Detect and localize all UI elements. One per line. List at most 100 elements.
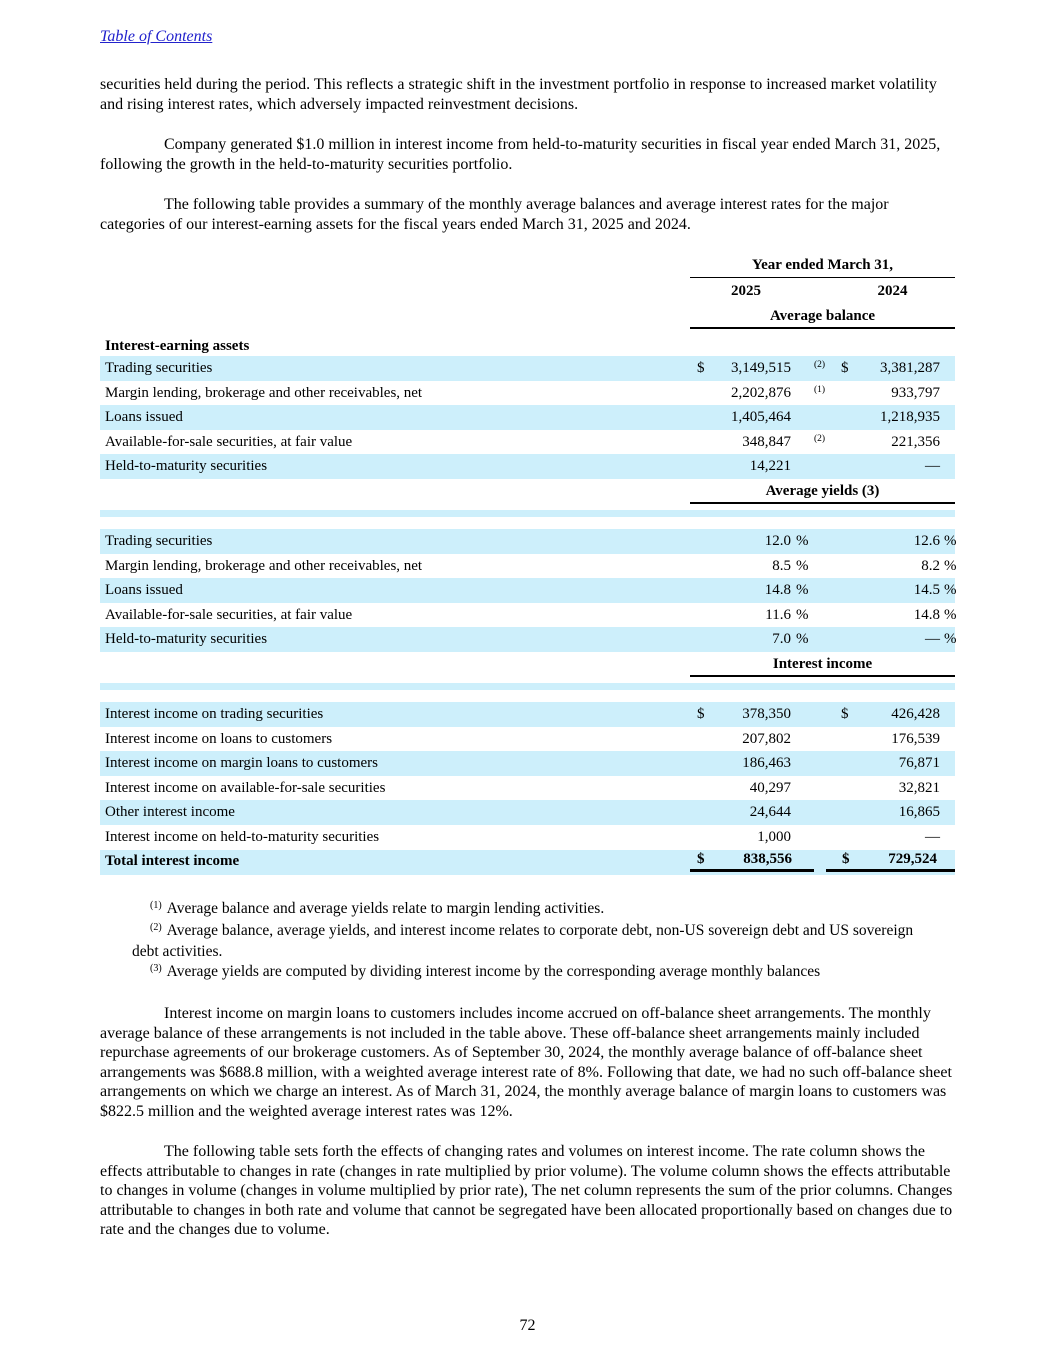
spacer [940,430,955,455]
table-of-contents-link[interactable]: Table of Contents [100,28,213,45]
percent-sign: % [944,631,957,648]
table-row: Interest income on loans to customers 20… [100,727,955,752]
footnote-ref: (1) [814,384,826,395]
table-row: Margin lending, brokerage and other rece… [100,554,957,579]
spacer [791,751,831,776]
table-row: Loans issued 1,405,464 1,218,935 [100,405,955,430]
table-span-header-row: Year ended March 31, [100,256,955,278]
total-value-2024: 729,524 [888,851,937,868]
spacer [940,381,955,406]
value-2025: 378,350 [742,705,791,722]
currency-symbol [831,776,847,801]
column-header-2025: 2025 [731,283,761,299]
yield-2024: 14.8 [913,606,940,623]
spacer [690,627,706,652]
footnote-1: (1) Average balance and average yields re… [132,899,942,921]
value-2024: — [925,458,940,475]
row-label: Margin lending, brokerage and other rece… [105,557,423,574]
paragraph-off-balance-sheet: Interest income on margin loans to custo… [100,1005,952,1120]
table-row: Available-for-sale securities, at fair v… [100,603,957,628]
spacer [690,529,706,554]
yield-2025: 7.0 [772,631,791,648]
paragraph-interest-income: Company generated $1.0 million in intere… [100,136,941,173]
value-2024: 933,797 [891,384,940,401]
footnotes-block: (1) Average balance and average yields re… [132,899,942,983]
column-header-2024: 2024 [877,283,908,299]
value-2025: 40,297 [749,779,791,796]
value-2025: 24,644 [749,804,791,821]
table-row: Held-to-maturity securities 7.0 % — % [100,627,957,652]
currency-symbol [690,800,706,825]
spacer [940,702,955,727]
value-2025: 186,463 [742,755,791,772]
currency-symbol [690,751,706,776]
spacer [791,727,831,752]
currency-symbol [690,825,706,850]
spacer [831,627,847,652]
row-label: Trading securities [105,360,213,376]
value-2025: 348,847 [742,433,791,450]
total-2025-group: $ 838,556 [690,850,814,873]
table-row: Trading securities 12.0 % 12.6 % [100,528,957,554]
table-row: Held-to-maturity securities 14,221 — [100,454,955,479]
spacer [940,727,955,752]
row-label: Available-for-sale securities, at fair v… [105,433,353,450]
spacer [831,529,847,554]
spacer [100,303,690,329]
table-row: Loans issued 14.8 % 14.5 % [100,578,957,603]
footnote-2: (2) Average balance, average yields, and … [132,921,942,962]
footnote-text: Average yields are computed by dividing … [166,962,821,980]
currency-symbol [690,776,706,801]
table-row: Interest income on margin loans to custo… [100,751,955,776]
footnote-marker: (2) [150,921,162,933]
spacer [690,578,706,603]
spacer [940,454,955,479]
currency-symbol [831,430,847,455]
percent-sign: % [796,582,809,599]
year-ended-header: Year ended March 31, [690,256,955,278]
currency-symbol [690,727,706,752]
currency-symbol: $ [842,851,850,868]
footnote-marker: (3) [150,962,162,974]
total-value-2025: 838,556 [743,851,792,868]
currency-symbol [831,727,847,752]
row-label: Held-to-maturity securities [105,631,268,648]
row-label: Interest income on available-for-sale se… [105,779,386,796]
page-content: Table of Contents securities held during… [100,28,957,1239]
spacer [814,850,826,873]
percent-sign: % [796,631,809,648]
currency-symbol: $ [697,851,705,868]
footnote-ref-cell [791,405,831,430]
row-label: Trading securities [105,532,213,549]
value-2025: 14,221 [749,458,791,475]
footnote-ref-cell: (2) [791,356,831,381]
percent-sign: % [796,532,809,549]
row-label: Interest income on trading securities [105,705,324,722]
currency-symbol [831,454,847,479]
footnote-marker: (1) [150,900,162,912]
currency-symbol [831,825,847,850]
spacer [690,554,706,579]
yield-2025: 12.0 [764,532,791,549]
yield-2025: 8.5 [772,557,791,574]
currency-symbol: $ [697,705,705,722]
spacer [100,479,690,504]
paragraph-table-intro: The following table provides a summary o… [100,196,889,233]
percent-sign: % [944,606,957,623]
section-label-interest-earning-assets: Interest-earning assets [105,338,250,354]
row-label: Margin lending, brokerage and other rece… [105,384,423,401]
total-row: Total interest income $ 838,556 $ 729,52… [100,849,955,876]
value-2025: 1,405,464 [731,409,791,426]
percent-sign: % [796,606,809,623]
percent-sign: % [944,557,957,574]
footnote-text: Average balance, average yields, and int… [132,921,914,961]
footnote-text: Average balance and average yields relat… [166,900,605,918]
interest-income-header-row: Interest income [100,652,955,677]
total-2024-group: $ 729,524 [826,850,955,873]
yield-2024: — [925,631,940,648]
value-2025: 2,202,876 [731,384,791,401]
spacer [791,702,831,727]
paragraph-rate-volume-intro: The following table sets forth the effec… [100,1143,953,1239]
table-row: Other interest income 24,644 16,865 [100,800,955,825]
